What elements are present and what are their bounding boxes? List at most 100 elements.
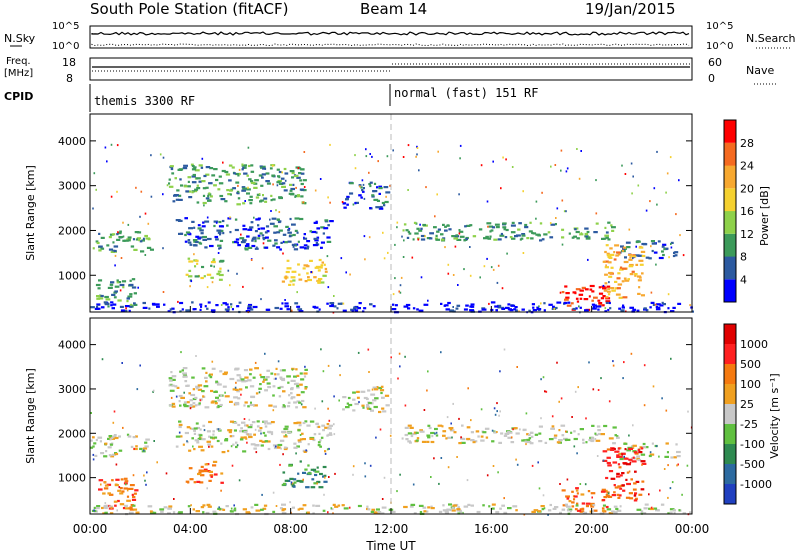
power-echo-cell [188,275,193,278]
velocity-echo-cell [352,473,354,476]
power-echo-cell [510,231,516,234]
velocity-echo-cell [628,434,630,437]
power-echo-cell [202,201,207,205]
power-echo-cell [214,235,219,239]
power-echo-cell [416,145,418,148]
power-echo-cell [561,291,565,294]
velocity-echo-cell [616,435,619,438]
velocity-echo-cell [262,420,265,423]
power-echo-cell [177,300,179,303]
velocity-echo-cell [621,453,624,456]
velocity-echo-cell [268,404,273,407]
power-echo-cell [624,279,630,282]
velocity-echo-cell [282,508,287,511]
nsky-label: N.Sky [4,32,36,45]
power-echo-cell [635,240,641,243]
power-echo-cell [403,223,407,226]
velocity-echo-cell [212,460,218,463]
velocity-echo-cell [281,430,286,433]
velocity-echo-cell [273,446,277,450]
velocity-echo-cell [530,435,534,438]
velocity-echo-cell [373,405,378,409]
velocity-colorbar-segment [724,384,736,404]
velocity-echo-cell [375,436,377,439]
velocity-echo-cell [474,440,478,443]
power-echo-cell [566,304,572,307]
power-echo-cell [222,232,225,235]
velocity-echo-cell [370,393,376,396]
power-echo-cell [117,299,122,302]
power-echo-cell [187,257,191,260]
power-echo-cell [144,212,147,215]
power-echo-cell [198,180,202,183]
velocity-echo-cell [676,464,678,467]
power-echo-cell [605,231,609,234]
velocity-echo-cell [634,492,638,495]
velocity-echo-cell [585,505,589,508]
velocity-echo-cell [643,512,647,515]
power-echo-cell [543,233,548,236]
power-echo-cell [497,264,500,267]
power-echo-cell [244,164,247,167]
power-echo-cell [407,230,410,233]
power-echo-cell [200,166,204,169]
power-echo-cell [605,264,607,267]
power-echo-cell [127,236,132,239]
velocity-echo-cell [597,429,601,432]
velocity-echo-cell [275,505,278,507]
power-echo-cell [674,254,678,257]
velocity-echo-cell [234,403,240,406]
velocity-echo-cell [284,479,289,482]
power-echo-cell [607,308,610,312]
velocity-echo-cell [123,477,128,480]
power-echo-cell [396,226,398,229]
power-echo-cell [372,190,376,193]
velocity-echo-cell [180,351,182,354]
velocity-echo-cell [249,373,252,376]
power-echo-cell [637,254,643,257]
velocity-echo-cell [529,442,534,445]
velocity-echo-cell [422,506,427,509]
power-echo-cell [327,224,330,227]
power-echo-cell [606,252,610,255]
velocity-echo-cell [665,442,669,445]
velocity-echo-cell [380,512,385,515]
power-echo-cell [167,310,171,313]
velocity-echo-cell [293,481,297,484]
power-colorbar-tick: 8 [740,251,747,264]
power-echo-cell [114,254,117,257]
power-echo-cell [691,310,694,313]
velocity-echo-cell [186,384,190,387]
power-echo-cell [201,157,204,160]
power-echo-cell [635,245,637,248]
velocity-echo-cell [296,384,300,388]
power-echo-cell [329,302,335,305]
power-echo-cell [602,295,606,298]
velocity-echo-cell [565,438,571,441]
power-echo-cell [323,263,326,266]
power-echo-cell [315,220,318,223]
velocity-echo-cell [129,506,133,509]
velocity-echo-cell [304,365,306,368]
power-echo-cell [459,235,465,238]
power-echo-cell [96,297,101,300]
velocity-echo-cell [619,487,623,490]
velocity-echo-cell [616,436,620,439]
power-echo-cell [369,181,373,184]
power-echo-cell [269,218,271,221]
velocity-echo-cell [210,475,213,478]
velocity-echo-cell [144,445,149,448]
power-echo-cell [349,182,354,185]
velocity-echo-cell [526,433,529,436]
power-echo-cell [579,289,584,292]
power-echo-cell [364,258,366,261]
velocity-echo-cell [143,449,145,452]
velocity-echo-cell [135,435,138,438]
power-echo-cell [305,244,308,247]
power-echo-cell [235,181,240,184]
velocity-echo-cell [249,368,253,371]
velocity-echo-cell [342,396,347,399]
velocity-colorbar-frame [723,323,737,505]
power-echo-cell [192,173,196,177]
velocity-echo-cell [212,430,215,433]
